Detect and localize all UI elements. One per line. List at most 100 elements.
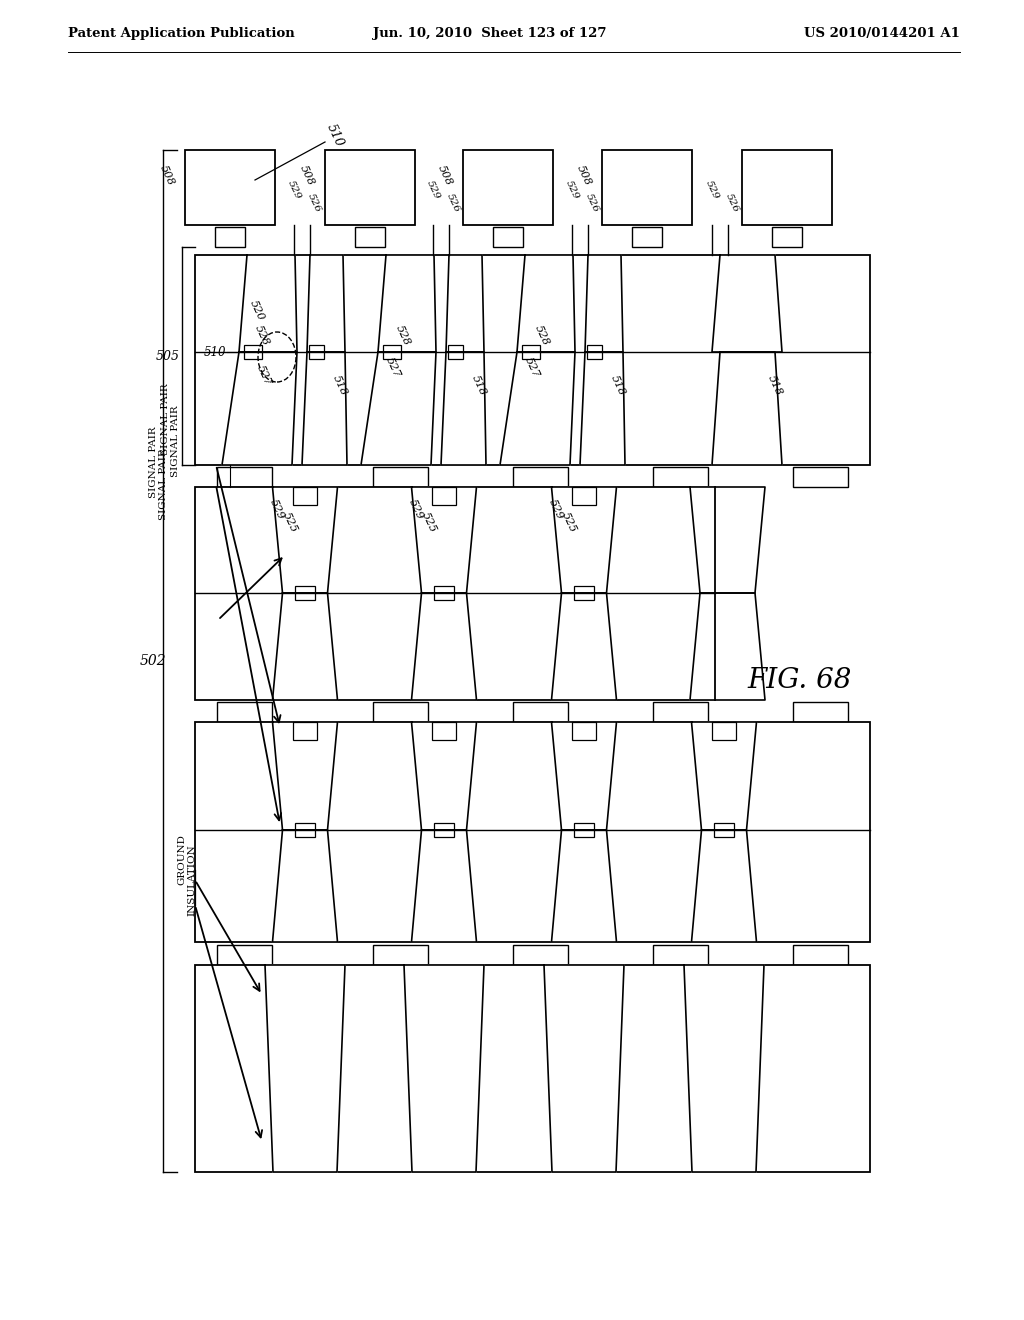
Polygon shape [552, 593, 616, 700]
Text: 518: 518 [470, 374, 488, 397]
Bar [463, 150, 553, 224]
Polygon shape [412, 722, 476, 830]
Text: Patent Application Publication: Patent Application Publication [68, 26, 295, 40]
Polygon shape [691, 722, 757, 830]
Text: 528: 528 [532, 323, 551, 347]
Bar [493, 227, 523, 247]
Bar [434, 822, 454, 837]
Bar [602, 150, 692, 224]
Bar [373, 945, 428, 965]
Polygon shape [222, 352, 297, 465]
Text: 526: 526 [724, 193, 740, 214]
Text: 525: 525 [420, 511, 438, 533]
Polygon shape [404, 965, 484, 1172]
Bar [449, 345, 463, 359]
Bar [195, 722, 870, 942]
Polygon shape [272, 487, 338, 593]
Bar [587, 345, 602, 359]
Polygon shape [307, 255, 345, 352]
Text: SIGNAL PAIR: SIGNAL PAIR [171, 405, 179, 477]
Text: 529: 529 [425, 180, 441, 201]
Text: SIGNAL PAIR: SIGNAL PAIR [161, 383, 170, 455]
Polygon shape [272, 830, 338, 942]
Bar [742, 150, 831, 224]
Bar [355, 227, 385, 247]
Polygon shape [580, 352, 625, 465]
Bar [793, 945, 848, 965]
Polygon shape [302, 352, 347, 465]
Text: 528: 528 [394, 323, 412, 347]
Text: INSULATION: INSULATION [187, 843, 196, 916]
Polygon shape [500, 352, 575, 465]
Text: 529: 529 [703, 180, 720, 201]
Polygon shape [585, 255, 623, 352]
Bar [383, 345, 401, 359]
Text: 529: 529 [286, 180, 302, 201]
Bar [434, 586, 454, 601]
Text: 518: 518 [766, 374, 784, 397]
Text: 508: 508 [436, 164, 454, 187]
Bar [217, 702, 272, 722]
Text: 508: 508 [298, 164, 316, 187]
Bar [293, 722, 317, 741]
Bar [432, 487, 456, 506]
Text: 510: 510 [204, 346, 226, 359]
Bar [574, 822, 594, 837]
Polygon shape [446, 255, 484, 352]
Text: Jun. 10, 2010  Sheet 123 of 127: Jun. 10, 2010 Sheet 123 of 127 [374, 26, 607, 40]
Text: SIGNAL PAIR: SIGNAL PAIR [150, 426, 158, 498]
Polygon shape [517, 255, 575, 352]
Polygon shape [361, 352, 436, 465]
Text: 510: 510 [324, 121, 346, 149]
Text: 525: 525 [281, 511, 299, 533]
Text: 528: 528 [253, 323, 271, 347]
Text: 529: 529 [268, 498, 286, 521]
Bar [309, 345, 324, 359]
Text: FIG. 68: FIG. 68 [748, 667, 852, 693]
Text: 505: 505 [156, 350, 180, 363]
Polygon shape [441, 352, 486, 465]
Text: 518: 518 [609, 374, 627, 397]
Bar [772, 227, 802, 247]
Bar [522, 345, 540, 359]
Bar [513, 945, 568, 965]
Polygon shape [239, 255, 297, 352]
Bar [325, 150, 415, 224]
Bar [195, 255, 870, 465]
Polygon shape [712, 255, 782, 352]
Text: SIGNAL PAIR: SIGNAL PAIR [159, 449, 168, 520]
Text: 526: 526 [584, 193, 600, 214]
Polygon shape [691, 830, 757, 942]
Polygon shape [544, 965, 624, 1172]
Bar [653, 467, 708, 487]
Text: 502: 502 [139, 653, 166, 668]
Bar [572, 487, 596, 506]
Bar [217, 945, 272, 965]
Text: 526: 526 [444, 193, 461, 214]
Text: 529: 529 [547, 498, 565, 521]
Bar [714, 822, 734, 837]
Polygon shape [272, 593, 338, 700]
Bar [632, 227, 662, 247]
Bar [653, 702, 708, 722]
Polygon shape [552, 487, 616, 593]
Text: 527: 527 [255, 363, 273, 387]
Text: 527: 527 [384, 355, 402, 379]
Bar [513, 467, 568, 487]
Bar [295, 586, 315, 601]
Polygon shape [684, 965, 764, 1172]
Bar [215, 227, 245, 247]
Bar [793, 467, 848, 487]
Text: 518: 518 [331, 374, 349, 397]
Bar [195, 487, 715, 700]
Bar [373, 467, 428, 487]
Bar [653, 945, 708, 965]
Polygon shape [690, 487, 765, 593]
Text: 529: 529 [564, 180, 581, 201]
Text: 526: 526 [306, 193, 323, 214]
Bar [793, 702, 848, 722]
Polygon shape [712, 352, 782, 465]
Bar [195, 965, 870, 1172]
Bar [217, 467, 272, 487]
Text: 529: 529 [407, 498, 425, 521]
